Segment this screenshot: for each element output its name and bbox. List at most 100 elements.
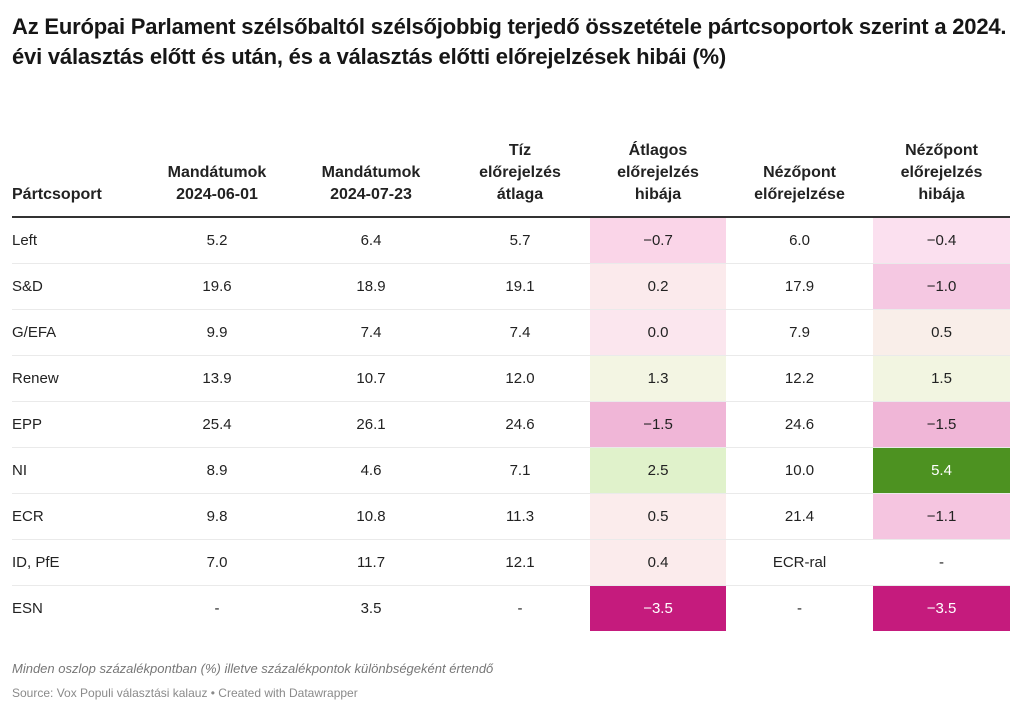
cell-avg-error: 1.3 [590,355,726,402]
cell-avg-error: −3.5 [590,585,726,631]
header-partcsoport[interactable]: Pártcsoport [12,140,142,218]
table-row: S&D 19.6 18.9 19.1 0.2 17.9 −1.0 [12,263,1010,310]
table-row: EPP 25.4 26.1 24.6 −1.5 24.6 −1.5 [12,401,1010,448]
header-label: Nézőpont [905,142,978,159]
chart-notes: Minden oszlop százalékpontban (%) illetv… [12,661,494,676]
header-label: Nézőpont [763,164,836,181]
cell-nezopont-error: - [873,539,1010,586]
cell-avg-forecast: 7.4 [450,309,590,356]
cell-nezopont: 24.6 [726,401,873,448]
cell-nezopont: 10.0 [726,447,873,494]
header-nezopont-elorejelzes[interactable]: Nézőpont előrejelzése [726,140,873,218]
header-label: előrejelzés [617,164,699,181]
header-label: hibája [918,186,965,203]
cell-group: ECR [12,493,142,540]
table-row: NI 8.9 4.6 7.1 2.5 10.0 5.4 [12,447,1010,494]
cell-seats-0601: 9.8 [142,493,292,540]
chart-title: Az Európai Parlament szélsőbaltól szélső… [12,14,1007,69]
cell-avg-error: 0.5 [590,493,726,540]
cell-nezopont: 6.0 [726,217,873,264]
table-row: Left 5.2 6.4 5.7 −0.7 6.0 −0.4 [12,217,1010,264]
cell-seats-0723: 10.7 [292,355,450,402]
header-mandatumok-0601[interactable]: Mandátumok 2024-06-01 [142,140,292,218]
cell-seats-0723: 4.6 [292,447,450,494]
header-label: Átlagos [628,142,688,159]
cell-nezopont-error: −3.5 [873,585,1010,631]
header-label: 2024-06-01 [176,186,258,203]
cell-nezopont-error: −1.5 [873,401,1010,448]
header-label: Mandátumok [321,164,421,181]
cell-avg-forecast: 7.1 [450,447,590,494]
cell-seats-0601: 19.6 [142,263,292,310]
cell-nezopont: 21.4 [726,493,873,540]
cell-nezopont: - [797,600,802,617]
header-label: előrejelzés [479,164,561,181]
header-label: 2024-07-23 [330,186,412,203]
cell-nezopont-error: −1.0 [873,263,1010,310]
header-label: Mandátumok [167,164,267,181]
cell-group: Renew [12,355,142,402]
cell-seats-0723: 11.7 [292,539,450,586]
table-row: ECR 9.8 10.8 11.3 0.5 21.4 −1.1 [12,493,1010,540]
data-table: Pártcsoport Mandátumok 2024-06-01 Mandátu… [12,140,1010,631]
cell-nezopont: 17.9 [726,263,873,310]
cell-seats-0601: 9.9 [142,309,292,356]
header-label: hibája [634,186,682,203]
cell-avg-forecast: 5.7 [450,217,590,264]
cell-seats-0601: - [214,600,220,617]
cell-group: S&D [12,263,142,310]
cell-avg-error: −1.5 [590,401,726,448]
header-atlagos-hiba[interactable]: Átlagos előrejelzés hibája [590,140,726,218]
cell-seats-0723: 7.4 [292,309,450,356]
chart-source: Source: Vox Populi választási kalauz • C… [12,686,358,700]
cell-group: Left [12,217,142,264]
cell-seats-0723: 3.5 [360,600,382,617]
cell-seats-0601: 8.9 [142,447,292,494]
cell-group: EPP [12,401,142,448]
cell-avg-forecast: 19.1 [450,263,590,310]
cell-avg-error: 2.5 [590,447,726,494]
cell-group: NI [12,447,142,494]
cell-nezopont: 12.2 [726,355,873,402]
cell-avg-error: 0.4 [590,539,726,586]
cell-nezopont-error: −1.1 [873,493,1010,540]
table-row: ESN - 3.5 - −3.5 - −3.5 [12,585,1010,631]
cell-seats-0723: 26.1 [292,401,450,448]
header-tiz-elorejelzes[interactable]: Tíz előrejelzés átlaga [450,140,590,218]
cell-seats-0723: 6.4 [292,217,450,264]
cell-seats-0601: 7.0 [142,539,292,586]
cell-nezopont-error: 1.5 [873,355,1010,402]
cell-group: ESN [12,600,43,617]
cell-seats-0601: 5.2 [142,217,292,264]
header-label: átlaga [496,186,544,203]
cell-nezopont: ECR-ral [726,539,873,586]
table-row: G/EFA 9.9 7.4 7.4 0.0 7.9 0.5 [12,309,1010,356]
cell-group: ID, PfE [12,539,142,586]
header-label: Pártcsoport [12,186,102,203]
header-label: Tíz [508,142,532,159]
cell-avg-error: −0.7 [590,217,726,264]
cell-nezopont-error: 0.5 [873,309,1010,356]
cell-seats-0601: 25.4 [142,401,292,448]
cell-nezopont-error: −0.4 [873,217,1010,264]
header-label: előrejelzés [900,164,983,181]
cell-avg-forecast: 24.6 [450,401,590,448]
table-row: Renew 13.9 10.7 12.0 1.3 12.2 1.5 [12,355,1010,402]
cell-avg-forecast: - [517,600,523,617]
cell-seats-0723: 18.9 [292,263,450,310]
cell-avg-forecast: 11.3 [450,493,590,540]
cell-avg-error: 0.0 [590,309,726,356]
cell-nezopont-error: 5.4 [873,447,1010,494]
cell-avg-forecast: 12.0 [450,355,590,402]
table-body: Left 5.2 6.4 5.7 −0.7 6.0 −0.4 S&D 19.6 18.9 19.1 0… [12,217,1010,631]
cell-seats-0723: 10.8 [292,493,450,540]
cell-seats-0601: 13.9 [142,355,292,402]
cell-avg-error: 0.2 [590,263,726,310]
table-header-row: Pártcsoport Mandátumok 2024-06-01 Mandátu… [12,140,1010,218]
header-nezopont-hiba[interactable]: Nézőpont előrejelzés hibája [873,140,1010,218]
table-row: ID, PfE 7.0 11.7 12.1 0.4 ECR-ral - [12,539,1010,586]
header-mandatumok-0723[interactable]: Mandátumok 2024-07-23 [292,140,450,218]
cell-avg-forecast: 12.1 [450,539,590,586]
cell-group: G/EFA [12,309,142,356]
header-label: előrejelzése [754,186,845,203]
